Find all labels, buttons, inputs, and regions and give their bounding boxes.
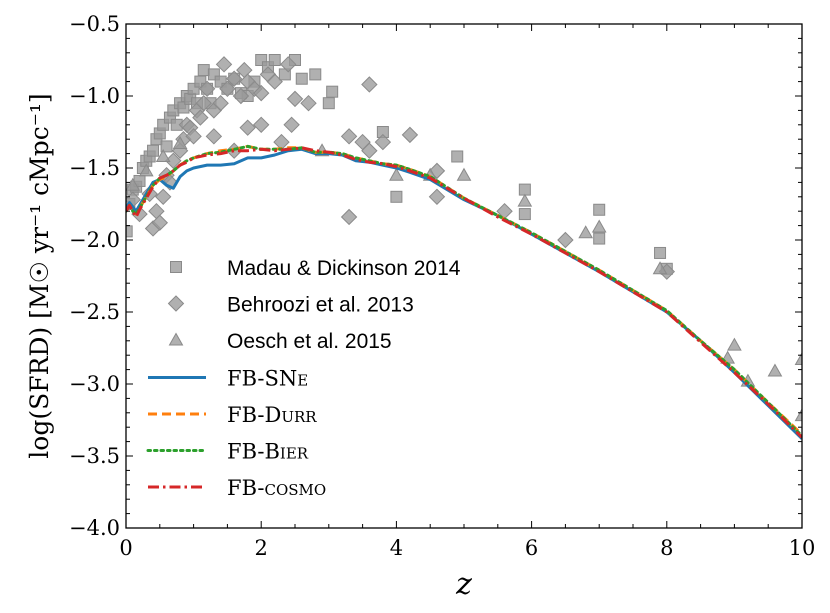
legend-oesch-et-al-2015-marker: [168, 332, 184, 346]
madau-dickinson-2014-point: [593, 203, 606, 216]
oesch-et-al-2015-point: [517, 193, 533, 207]
madau-dickinson-2014-point: [451, 150, 464, 163]
oesch-et-al-2015-point: [794, 408, 802, 422]
madau-dickinson-2014-point: [593, 232, 606, 245]
oesch-et-al-2015-point: [155, 148, 171, 162]
behroozi-et-al-2013-point: [374, 133, 392, 151]
behroozi-et-al-2013-point: [205, 128, 223, 145]
oesch-et-al-2015-point: [138, 163, 154, 177]
legend-madau-dickinson-2014-label: Madau & Dickinson 2014: [227, 257, 461, 280]
legend-fb-bier-label: FB-Bier: [227, 440, 309, 464]
y-axis-label: log(SFRD) [M☉ yr⁻¹ cMpc⁻¹]: [25, 93, 54, 458]
axis-ticks: [125, 23, 803, 529]
legend-oesch-et-al-2015-label: Oesch et al. 2015: [227, 330, 392, 353]
x-tick-label: 2: [255, 536, 268, 560]
observation-points: [126, 54, 802, 422]
oesch-et-al-2015-point: [578, 225, 594, 239]
behroozi-et-al-2013-point: [239, 119, 256, 136]
y-tick-label: −2.0: [69, 228, 120, 252]
madau-dickinson-2014-point: [147, 144, 160, 157]
x-tick-labels: 0 2 4 6 8 10: [119, 536, 815, 560]
madau-dickinson-2014-point: [322, 97, 335, 110]
x-axis-label: z: [455, 567, 472, 602]
behroozi-et-al-2013-point: [252, 116, 270, 134]
x-tick-label: 6: [525, 536, 538, 560]
legend-behroozi-et-al-2013-marker: [167, 295, 185, 312]
oesch-et-al-2015-point: [767, 363, 783, 377]
behroozi-et-al-2013-point: [286, 90, 304, 108]
behroozi-et-al-2013-point: [232, 87, 250, 105]
oesch-et-al-2015-point: [172, 136, 188, 150]
madau-dickinson-2014-point: [126, 225, 133, 238]
y-tick-label: −0.5: [69, 12, 120, 36]
madau-dickinson-2014-point: [326, 85, 339, 98]
behroozi-et-al-2013-point: [154, 188, 172, 206]
oesch-et-al-2015-point: [727, 337, 742, 351]
madau-dickinson-2014-point: [255, 54, 268, 66]
madau-dickinson-2014-point: [160, 140, 173, 153]
fb-durr-line: [126, 144, 802, 436]
madau-dickinson-2014-point: [390, 190, 403, 203]
y-tick-label: −3.5: [69, 444, 120, 468]
behroozi-et-al-2013-point: [557, 231, 574, 249]
y-tick-labels: −4.0 −3.5 −3.0 −2.5 −2.0 −1.5 −1.0 −0.5: [69, 12, 120, 540]
behroozi-et-al-2013-point: [225, 70, 243, 87]
behroozi-et-al-2013-point: [185, 128, 202, 145]
oesch-et-al-2015-point: [652, 261, 668, 275]
oesch-et-al-2015-point: [126, 177, 141, 191]
behroozi-et-al-2013-point: [340, 208, 358, 226]
behroozi-et-al-2013-point: [401, 126, 419, 144]
behroozi-et-al-2013-point: [151, 214, 169, 231]
y-tick-label: −2.5: [69, 300, 120, 324]
madau-dickinson-2014-point: [268, 54, 281, 66]
legend-fb-sne-label: FB-SNe: [227, 367, 308, 391]
madau-dickinson-2014-point: [295, 72, 308, 85]
legend-fb-cosmo-label: FB-cosmo: [227, 476, 326, 500]
behroozi-et-al-2013-point: [212, 94, 229, 112]
behroozi-et-al-2013-point: [428, 188, 446, 206]
behroozi-et-al-2013-point: [219, 80, 236, 98]
behroozi-et-al-2013-point: [280, 56, 297, 73]
behroozi-et-al-2013-point: [198, 80, 216, 98]
x-tick-label: 10: [789, 536, 816, 560]
behroozi-et-al-2013-point: [192, 109, 209, 126]
madau-dickinson-2014-point: [518, 208, 531, 221]
behroozi-et-al-2013-point: [215, 56, 233, 73]
madau-dickinson-2014-point: [197, 64, 210, 77]
madau-dickinson-2014-point: [654, 246, 667, 259]
behroozi-et-al-2013-point: [252, 84, 270, 102]
behroozi-et-al-2013-point: [300, 94, 317, 112]
madau-dickinson-2014-point: [157, 118, 170, 131]
legend-madau-dickinson-2014-marker: [170, 261, 182, 273]
madau-dickinson-2014-point: [518, 183, 531, 196]
y-tick-label: −3.0: [69, 372, 120, 396]
madau-dickinson-2014-point: [207, 68, 220, 81]
x-tick-label: 0: [119, 536, 132, 560]
y-tick-label: −4.0: [69, 516, 120, 540]
oesch-et-al-2015-point: [794, 352, 802, 366]
x-tick-label: 4: [390, 536, 403, 560]
oesch-et-al-2015-point: [456, 167, 472, 181]
madau-dickinson-2014-point: [214, 75, 227, 88]
behroozi-et-al-2013-point: [266, 73, 283, 90]
legend: Madau & Dickinson 2014 Behroozi et al. 20…: [146, 257, 461, 500]
y-tick-label: −1.0: [69, 84, 120, 108]
behroozi-et-al-2013-point: [195, 94, 212, 112]
madau-dickinson-2014-point: [309, 68, 322, 81]
legend-fb-durr-label: FB-Durr: [227, 403, 317, 427]
madau-dickinson-2014-point: [177, 101, 190, 114]
madau-dickinson-2014-point: [194, 75, 207, 88]
behroozi-et-al-2013-point: [361, 76, 378, 93]
behroozi-et-al-2013-point: [340, 128, 358, 145]
simulation-lines: [126, 144, 802, 440]
behroozi-et-al-2013-point: [361, 142, 378, 159]
oesch-et-al-2015-point: [591, 219, 607, 233]
x-tick-label: 8: [660, 536, 673, 560]
legend-behroozi-et-al-2013-label: Behroozi et al. 2013: [227, 294, 414, 317]
behroozi-et-al-2013-point: [283, 116, 300, 134]
fb-bier-line: [126, 144, 802, 438]
oesch-et-al-2015-point: [389, 167, 404, 181]
y-tick-label: −1.5: [69, 156, 120, 180]
